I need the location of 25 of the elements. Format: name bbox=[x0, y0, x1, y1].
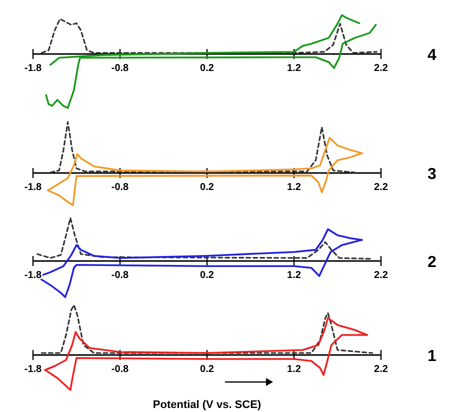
x-tick-label: -0.8 bbox=[111, 270, 130, 281]
x-tick-label: -1.8 bbox=[24, 364, 42, 375]
x-tick-label: -1.8 bbox=[24, 182, 42, 193]
text: 3 bbox=[428, 166, 437, 183]
x-tick-label: 2.2 bbox=[374, 270, 388, 281]
x-tick-label: 0.2 bbox=[200, 270, 214, 281]
x-tick-label: 1.2 bbox=[287, 270, 302, 281]
x-tick-label: -0.8 bbox=[111, 364, 130, 375]
x-tick-label: -0.8 bbox=[111, 63, 130, 74]
text: 1 bbox=[428, 348, 437, 365]
x-tick-label: -1.8 bbox=[24, 270, 42, 281]
x-tick-label: -0.8 bbox=[111, 182, 130, 193]
x-tick-label: 2.2 bbox=[374, 63, 388, 74]
text: 2 bbox=[428, 254, 437, 271]
x-tick-label: 0.2 bbox=[200, 364, 214, 375]
x-axis-title: Potential (V vs. SCE) bbox=[152, 399, 262, 411]
x-tick-label: 2.2 bbox=[374, 182, 388, 193]
x-tick-label: 1.2 bbox=[287, 63, 302, 74]
x-tick-label: 1.2 bbox=[287, 364, 302, 375]
x-tick-label: 1.2 bbox=[287, 182, 302, 193]
x-tick-label: 2.2 bbox=[374, 364, 388, 375]
x-tick-label: -1.8 bbox=[24, 63, 42, 74]
text: 4 bbox=[428, 47, 437, 64]
x-tick-label: 0.2 bbox=[200, 182, 214, 193]
x-tick-label: 0.2 bbox=[200, 63, 214, 74]
